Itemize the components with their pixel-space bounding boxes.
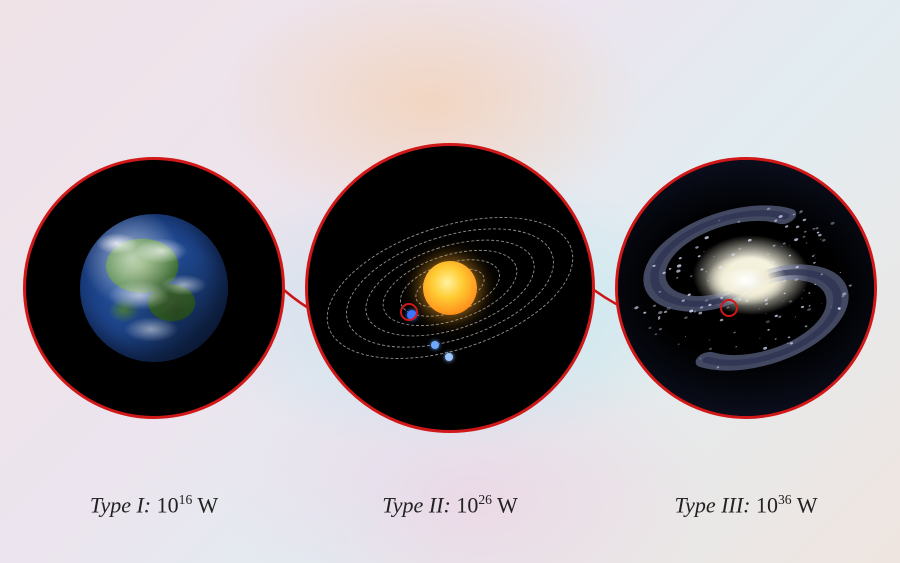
label-prefix: Type I: bbox=[90, 492, 157, 517]
earth-icon bbox=[80, 214, 228, 362]
panel-type1 bbox=[23, 157, 285, 419]
label-base: 10 bbox=[157, 492, 179, 517]
label-exponent: 36 bbox=[778, 492, 792, 507]
label-base: 10 bbox=[456, 492, 478, 517]
label-exponent: 26 bbox=[478, 492, 492, 507]
label-unit: W bbox=[492, 492, 518, 517]
galaxy-icon bbox=[618, 160, 874, 416]
label-exponent: 16 bbox=[179, 492, 193, 507]
label-type1: Type I: 1016 W bbox=[90, 492, 218, 518]
callout-type3 bbox=[720, 299, 738, 317]
planet-3 bbox=[445, 353, 453, 361]
label-prefix: Type II: bbox=[382, 492, 456, 517]
callout-type2 bbox=[400, 303, 418, 321]
label-base: 10 bbox=[756, 492, 778, 517]
planet-2 bbox=[431, 341, 439, 349]
label-type2: Type II: 1026 W bbox=[382, 492, 518, 518]
panel-type2 bbox=[305, 143, 595, 433]
label-type3: Type III: 1036 W bbox=[675, 492, 818, 518]
label-unit: W bbox=[792, 492, 818, 517]
kardashev-diagram: Type I: 1016 WType II: 1026 WType III: 1… bbox=[0, 0, 900, 563]
label-prefix: Type III: bbox=[675, 492, 756, 517]
panel-type3 bbox=[615, 157, 877, 419]
sun-icon bbox=[423, 261, 477, 315]
label-unit: W bbox=[192, 492, 218, 517]
